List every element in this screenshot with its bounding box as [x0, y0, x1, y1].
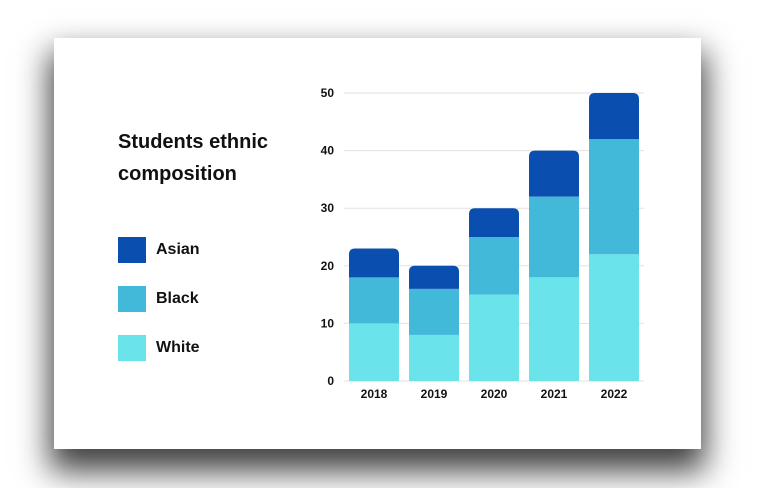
chart-card: Students ethnic composition Asian Black …: [54, 38, 701, 449]
bar-asian-2018: [349, 248, 399, 278]
legend-swatch-white: [118, 335, 146, 361]
legend: Asian Black White: [118, 237, 200, 384]
bar-white-2022: [589, 254, 639, 381]
y-tick-label: 20: [321, 259, 335, 273]
legend-swatch-asian: [118, 237, 146, 263]
x-tick-label: 2019: [421, 387, 448, 401]
x-tick-label: 2020: [481, 387, 508, 401]
y-tick-label: 40: [321, 144, 335, 158]
bar-black-2018: [349, 277, 399, 324]
chart-title: Students ethnic composition: [118, 131, 269, 185]
legend-item-black: Black: [118, 286, 200, 312]
y-tick-label: 30: [321, 201, 335, 215]
stacked-bar-chart: 0 10 20 30 40 50 2018 2019 2020 2021 2022: [321, 86, 644, 401]
x-tick-label: 2022: [601, 387, 628, 401]
bar-white-2020: [469, 294, 519, 381]
bar-white-2019: [409, 334, 459, 381]
bar-asian-2019: [409, 265, 459, 289]
legend-swatch-black: [118, 286, 146, 312]
x-tick-label: 2018: [361, 387, 388, 401]
bar-white-2021: [529, 277, 579, 381]
legend-item-asian: Asian: [118, 237, 200, 263]
legend-label-asian: Asian: [156, 241, 200, 258]
x-tick-label: 2021: [541, 387, 568, 401]
bar-asian-2021: [529, 150, 579, 197]
y-tick-label: 50: [321, 86, 335, 100]
bar-black-2021: [529, 196, 579, 278]
legend-label-white: White: [156, 339, 200, 356]
y-tick-label: 10: [321, 316, 335, 330]
legend-item-white: White: [118, 335, 200, 361]
bar-white-2018: [349, 323, 399, 381]
bar-black-2020: [469, 237, 519, 295]
bar-asian-2020: [469, 208, 519, 237]
bar-asian-2022: [589, 93, 639, 140]
legend-label-black: Black: [156, 290, 199, 307]
bar-black-2019: [409, 288, 459, 335]
bar-black-2022: [589, 139, 639, 255]
y-tick-label: 0: [327, 374, 334, 388]
